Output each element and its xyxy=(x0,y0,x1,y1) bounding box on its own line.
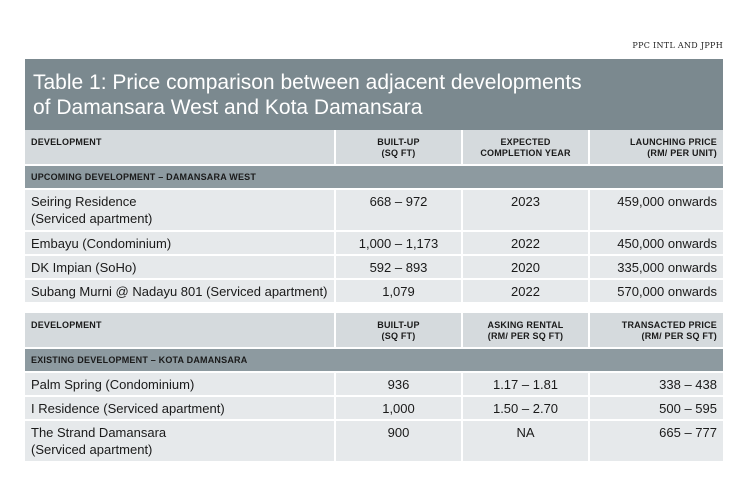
row-year: 2022 xyxy=(461,280,588,302)
row-rental: 1.50 – 2.70 xyxy=(461,397,588,419)
table-row: DK Impian (SoHo) 592 – 893 2020 335,000 … xyxy=(25,254,723,278)
row-price: 459,000 onwards xyxy=(588,190,723,230)
header-transacted-price: TRANSACTED PRICE (RM/ PER SQ FT) xyxy=(588,313,723,347)
price-comparison-table: Table 1: Price comparison between adjace… xyxy=(25,59,723,461)
row-transacted: 338 – 438 xyxy=(588,373,723,395)
header-asking-rental: ASKING RENTAL (RM/ PER SQ FT) xyxy=(461,313,588,347)
row-development: Seiring Residence (Serviced apartment) xyxy=(31,194,153,226)
row-transacted: 665 – 777 xyxy=(588,421,723,461)
row-development: The Strand Damansara (Serviced apartment… xyxy=(31,425,167,457)
row-builtup: 1,000 xyxy=(334,397,461,419)
header-launching-price: LAUNCHING PRICE (RM/ PER UNIT) xyxy=(588,130,723,164)
table-title-line-2: of Damansara West and Kota Damansara xyxy=(33,96,423,119)
table-row: Subang Murni @ Nadayu 801 (Serviced apar… xyxy=(25,278,723,302)
table-title: Table 1: Price comparison between adjace… xyxy=(25,59,723,130)
source-credit: PPC INTL AND JPPH xyxy=(632,41,723,50)
table-title-line-1: Table 1: Price comparison between adjace… xyxy=(33,71,582,94)
section-upcoming: UPCOMING DEVELOPMENT – DAMANSARA WEST xyxy=(25,166,723,188)
row-development: DK Impian (SoHo) xyxy=(31,260,137,275)
table-row: Embayu (Condominium) 1,000 – 1,173 2022 … xyxy=(25,230,723,254)
table-row: Palm Spring (Condominium) 936 1.17 – 1.8… xyxy=(25,371,723,395)
row-year: 2022 xyxy=(461,232,588,254)
section-existing: EXISTING DEVELOPMENT – KOTA DAMANSARA xyxy=(25,349,723,371)
row-price: 570,000 onwards xyxy=(588,280,723,302)
row-builtup: 1,000 – 1,173 xyxy=(334,232,461,254)
existing-header-row: DEVELOPMENT BUILT-UP (SQ FT) ASKING RENT… xyxy=(25,313,723,349)
header-builtup: BUILT-UP (SQ FT) xyxy=(334,130,461,164)
row-builtup: 668 – 972 xyxy=(334,190,461,230)
row-builtup: 936 xyxy=(334,373,461,395)
row-builtup: 1,079 xyxy=(334,280,461,302)
row-year: 2023 xyxy=(461,190,588,230)
row-development: Palm Spring (Condominium) xyxy=(31,377,195,392)
header-completion-year: EXPECTED COMPLETION YEAR xyxy=(461,130,588,164)
header-development: DEVELOPMENT xyxy=(31,320,102,330)
row-year: 2020 xyxy=(461,256,588,278)
row-builtup: 900 xyxy=(334,421,461,461)
row-price: 450,000 onwards xyxy=(588,232,723,254)
row-rental: NA xyxy=(461,421,588,461)
row-price: 335,000 onwards xyxy=(588,256,723,278)
row-development: Subang Murni @ Nadayu 801 (Serviced apar… xyxy=(31,284,328,299)
table-row: Seiring Residence (Serviced apartment) 6… xyxy=(25,188,723,230)
header-builtup: BUILT-UP (SQ FT) xyxy=(334,313,461,347)
table-row: I Residence (Serviced apartment) 1,000 1… xyxy=(25,395,723,419)
upcoming-header-row: DEVELOPMENT BUILT-UP (SQ FT) EXPECTED CO… xyxy=(25,130,723,166)
row-development: Embayu (Condominium) xyxy=(31,236,172,251)
table-row: The Strand Damansara (Serviced apartment… xyxy=(25,419,723,461)
row-rental: 1.17 – 1.81 xyxy=(461,373,588,395)
row-development: I Residence (Serviced apartment) xyxy=(31,401,225,416)
row-transacted: 500 – 595 xyxy=(588,397,723,419)
header-development: DEVELOPMENT xyxy=(31,137,102,147)
row-builtup: 592 – 893 xyxy=(334,256,461,278)
table-gap xyxy=(25,302,723,313)
